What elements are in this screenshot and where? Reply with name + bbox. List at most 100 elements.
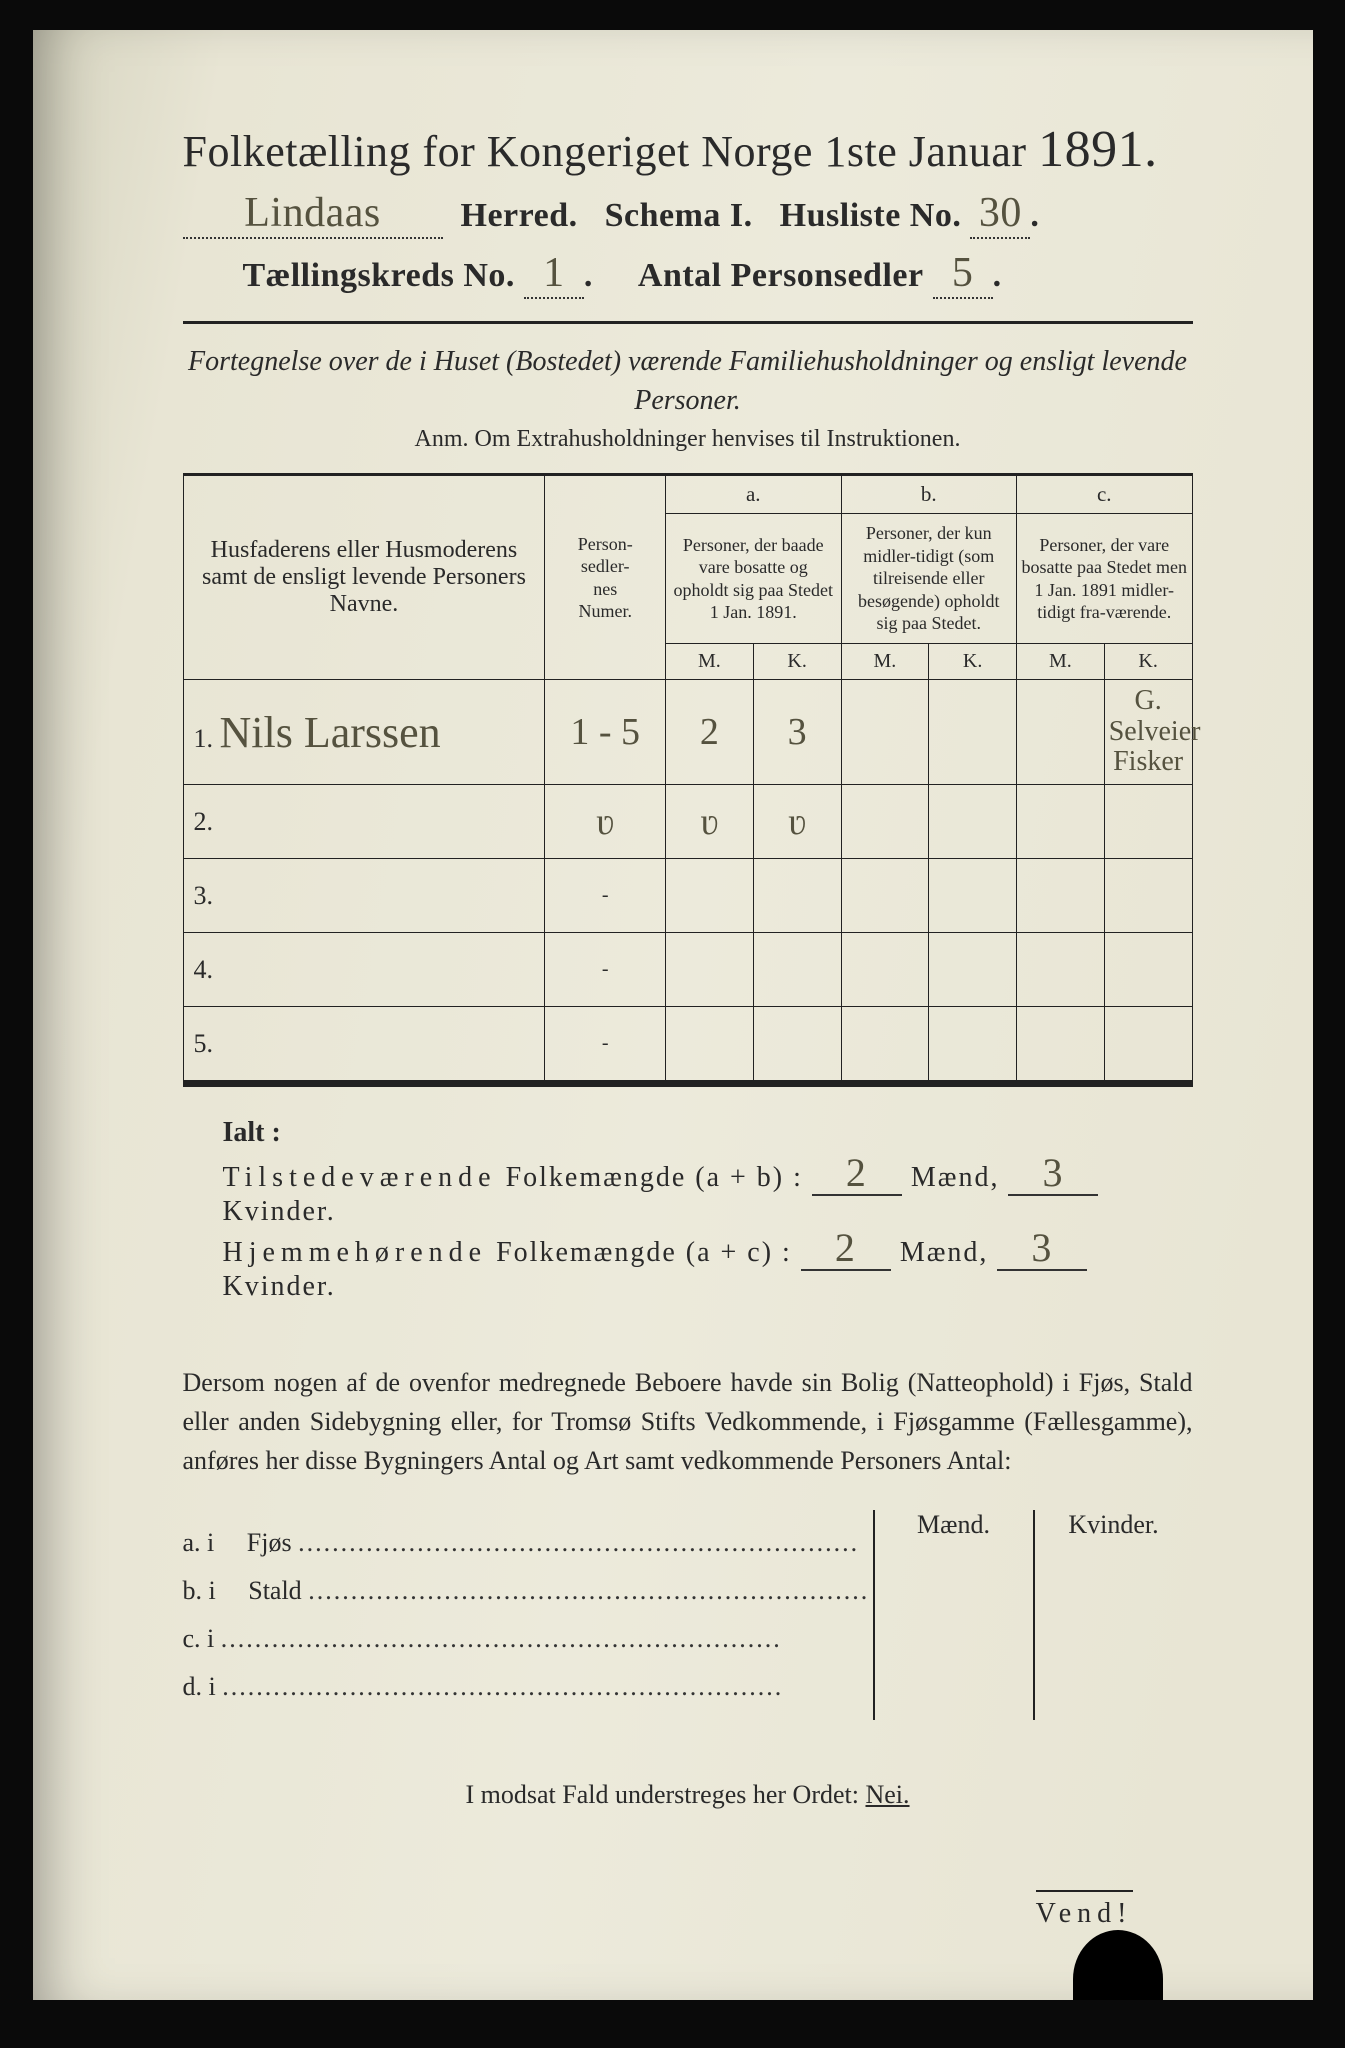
maend-column: Mænd. [875, 1510, 1035, 1720]
person-name: Nils Larssen [220, 708, 441, 757]
b-m-cell [841, 859, 929, 933]
header-line-2: Tællingskreds No. 1. Antal Personsedler … [183, 249, 1193, 299]
title-year: 1891. [1038, 121, 1158, 178]
b-k-cell [929, 785, 1017, 859]
personsedler-cell: ʋ [545, 785, 666, 859]
a-m-cell [666, 933, 754, 1007]
name-cell: 3. [183, 859, 545, 933]
name-cell: 4. [183, 933, 545, 1007]
husliste-value: 30 [970, 189, 1030, 239]
vend-label: Vend! [1036, 1890, 1133, 1930]
a-m-cell [666, 859, 754, 933]
c-m-cell [1016, 785, 1104, 859]
col-a-k: K. [753, 643, 841, 679]
dot-leader [221, 1624, 782, 1653]
table-row: 4. - [183, 933, 1192, 1007]
table-row: 3. - [183, 859, 1192, 933]
b-m-cell [841, 679, 929, 784]
c-m-cell [1016, 933, 1104, 1007]
table-row: 2. ʋ ʋ ʋ [183, 785, 1192, 859]
b-k-cell [929, 679, 1017, 784]
total-ab-k: 3 [1042, 1150, 1064, 1195]
col-c-m: M. [1016, 643, 1104, 679]
c-k-cell: G. Selveier Fisker [1104, 679, 1192, 784]
c-k-cell [1104, 785, 1192, 859]
total-ab-m: 2 [846, 1150, 868, 1195]
header-line-1: Lindaas Herred. Schema I. Husliste No. 3… [183, 189, 1193, 239]
personsedler-cell: - [545, 859, 666, 933]
building-mk-columns: Mænd. Kvinder. [873, 1510, 1193, 1720]
c-k-cell [1104, 859, 1192, 933]
subtitle-1: Fortegnelse over de i Huset (Bostedet) v… [183, 342, 1193, 420]
col-b-k: K. [929, 643, 1017, 679]
kvinder-column: Kvinder. [1035, 1510, 1193, 1720]
totals-row-2: Hjemmehørende Folkemængde (a + c) : 2 Mæ… [223, 1236, 1183, 1303]
c-m-cell [1016, 859, 1104, 933]
nei-word: Nei. [865, 1780, 909, 1809]
col-header-personsedler: Person- sedler- nes Numer. [545, 475, 666, 680]
name-cell: 1. Nils Larssen [183, 679, 545, 784]
husliste-label: Husliste No. [780, 197, 962, 234]
a-m-cell [666, 1007, 754, 1081]
col-a-text: Personer, der baade vare bosatte og opho… [666, 514, 841, 644]
herred-label: Herred. [461, 197, 578, 234]
col-a-m: M. [666, 643, 754, 679]
col-header-names: Husfaderens eller Husmoderens samt de en… [183, 475, 545, 680]
col-b-label: b. [841, 475, 1016, 514]
totals-block: Ialt : Tilstedeværende Folkemængde (a + … [223, 1117, 1183, 1303]
a-m-cell: ʋ [666, 785, 754, 859]
nei-line: I modsat Fald understreges her Ordet: Ne… [183, 1780, 1193, 1810]
a-k-cell: ʋ [753, 785, 841, 859]
totals-row-1: Tilstedeværende Folkemængde (a + b) : 2 … [223, 1161, 1183, 1228]
schema-label: Schema I. [605, 197, 753, 234]
main-title: Folketælling for Kongeriget Norge 1ste J… [183, 120, 1193, 179]
name-cell: 5. [183, 1007, 545, 1081]
subtitle-2: Anm. Om Extrahusholdninger henvises til … [183, 426, 1193, 453]
b-k-cell [929, 933, 1017, 1007]
kreds-label: Tællingskreds No. [243, 257, 515, 294]
a-m-cell: 2 [666, 679, 754, 784]
census-table: Husfaderens eller Husmoderens samt de en… [183, 473, 1193, 1081]
dot-leader [222, 1672, 783, 1701]
document-page: Folketælling for Kongeriget Norge 1ste J… [33, 30, 1313, 2000]
total-ac-k: 3 [1031, 1225, 1053, 1270]
col-c-k: K. [1104, 643, 1192, 679]
title-text: Folketælling for Kongeriget Norge 1ste J… [183, 127, 1027, 176]
col-b-m: M. [841, 643, 929, 679]
personsedler-cell: 1 - 5 [545, 679, 666, 784]
c-m-cell [1016, 679, 1104, 784]
a-k-cell [753, 933, 841, 1007]
a-k-cell [753, 859, 841, 933]
ialt-heading: Ialt : [223, 1117, 1183, 1149]
table-row: 1. Nils Larssen 1 - 5 2 3 G. Selveier Fi… [183, 679, 1192, 784]
dot-leader [298, 1528, 859, 1557]
building-row: d. i [183, 1672, 873, 1702]
b-m-cell [841, 1007, 929, 1081]
instruction-paragraph: Dersom nogen af de ovenfor medregnede Be… [183, 1363, 1193, 1480]
herred-value: Lindaas [183, 189, 443, 239]
name-cell: 2. [183, 785, 545, 859]
table-row: 5. - [183, 1007, 1192, 1081]
b-k-cell [929, 859, 1017, 933]
col-c-text: Personer, der vare bosatte paa Stedet me… [1016, 514, 1192, 644]
a-k-cell [753, 1007, 841, 1081]
total-ac-m: 2 [835, 1225, 857, 1270]
c-k-cell [1104, 1007, 1192, 1081]
building-block: a. i Fjøs b. i Stald c. i d. i Mænd. [183, 1510, 1193, 1720]
horizontal-rule [183, 321, 1193, 324]
kreds-value: 1 [524, 249, 584, 299]
building-list: a. i Fjøs b. i Stald c. i d. i [183, 1510, 873, 1720]
c-m-cell [1016, 1007, 1104, 1081]
b-m-cell [841, 785, 929, 859]
building-row: a. i Fjøs [183, 1528, 873, 1558]
personsedler-cell: - [545, 933, 666, 1007]
col-b-text: Personer, der kun midler-tidigt (som til… [841, 514, 1016, 644]
antal-value: 5 [933, 249, 993, 299]
a-k-cell: 3 [753, 679, 841, 784]
b-m-cell [841, 933, 929, 1007]
dot-leader [308, 1576, 869, 1605]
table-bottom-rule [183, 1081, 1193, 1087]
building-row: b. i Stald [183, 1576, 873, 1606]
b-k-cell [929, 1007, 1017, 1081]
personsedler-cell: - [545, 1007, 666, 1081]
